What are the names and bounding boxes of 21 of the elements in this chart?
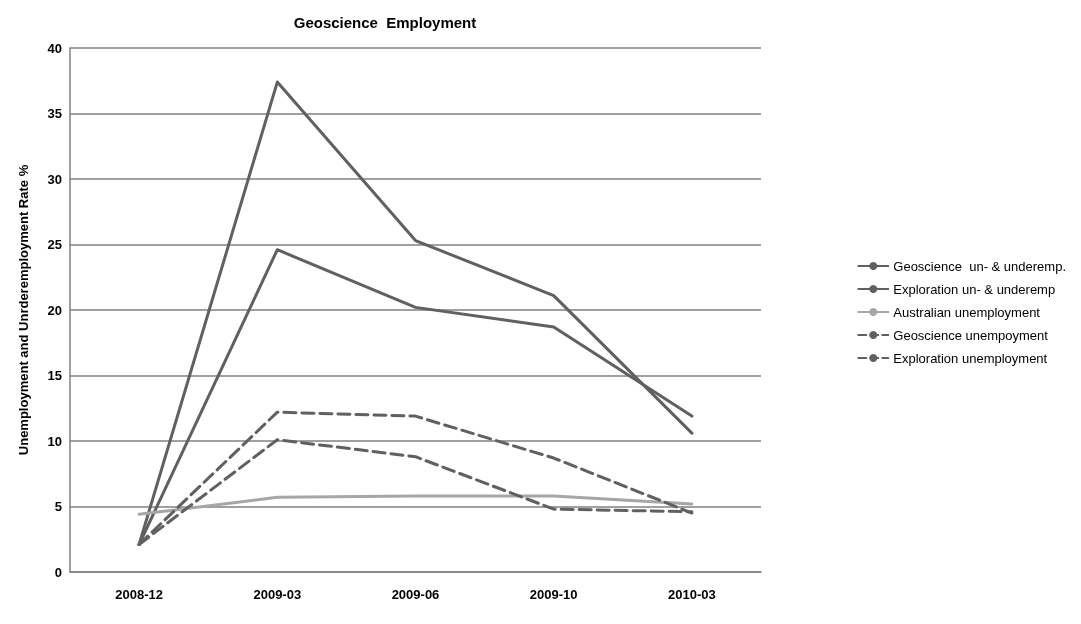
y-axis-title: Unemployment and Unrderemployment Rate % [16,164,31,456]
legend-label: Exploration unemployment [893,350,1048,366]
y-tick-label: 10 [47,433,62,449]
legend-label: Exploration un- & underemp [893,281,1056,297]
y-tick-label: 15 [47,368,62,383]
x-tick-label: 2009-03 [253,587,302,602]
legend-label: Australian unemployment [893,304,1041,320]
chart-title: Geoscience Employment [293,14,477,31]
y-tick-label: 0 [54,564,62,580]
y-tick-label: 30 [47,171,62,187]
y-tick-label: 25 [47,237,62,252]
x-tick-label: 2009-06 [391,587,440,602]
y-tick-label: 20 [47,302,62,318]
x-tick-label: 2008-12 [115,587,163,602]
y-tick-label: 35 [47,106,62,121]
x-tick-label: 2010-03 [668,587,716,602]
legend-label: Geoscience un- & underemp. [893,258,1067,274]
legend-label: Geoscience unempoyment [893,327,1049,343]
x-tick-label: 2009-10 [529,587,578,602]
y-tick-label: 40 [47,40,62,56]
y-tick-label: 5 [54,499,62,514]
